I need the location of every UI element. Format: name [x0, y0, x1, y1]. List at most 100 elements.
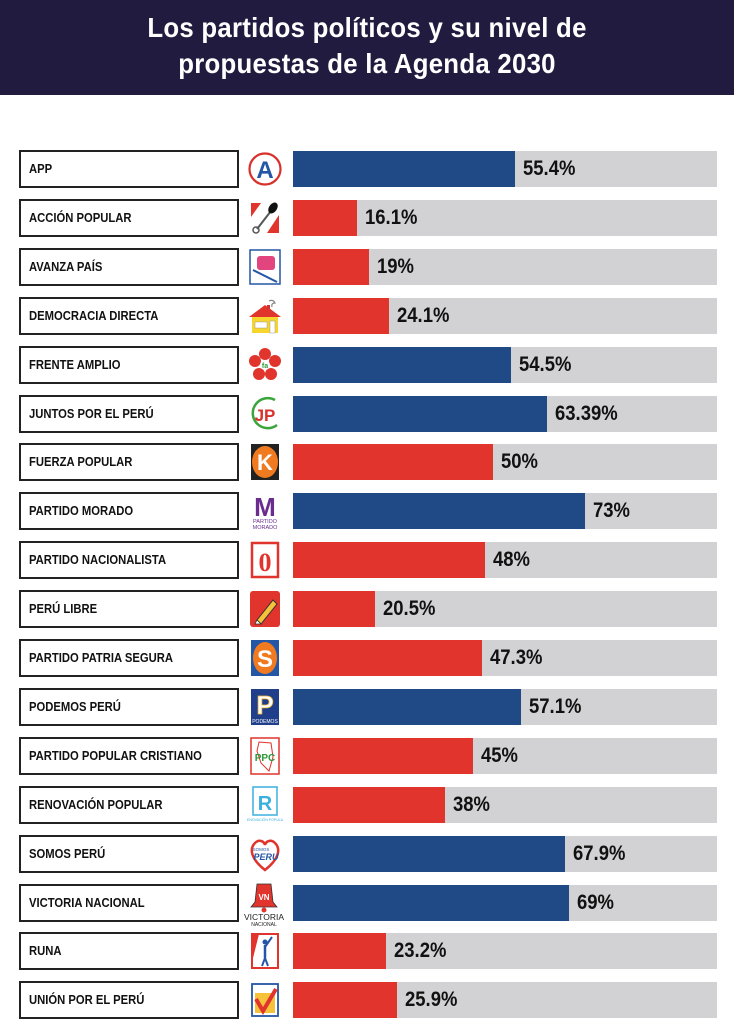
data-label: 48% [493, 548, 530, 572]
chart-title: Los partidos políticos y su nivel de pro… [29, 0, 704, 82]
juntos-por-el-peru-logo-icon: JP [247, 395, 283, 433]
party-label-box: PARTIDO POPULAR CRISTIANO [19, 736, 239, 775]
bar-row: PODEMOS PERÚ P PODEMOS 57.1% [0, 687, 734, 726]
bar [293, 884, 569, 921]
bar-track: 54.5% [293, 346, 717, 383]
category-label: PODEMOS PERÚ [29, 699, 121, 714]
bar-row: PARTIDO MORADO M PARTIDO MORADO 73% [0, 492, 734, 531]
svg-text:PERU: PERU [253, 852, 279, 862]
svg-text:PODEMOS: PODEMOS [252, 719, 278, 725]
partido-morado-logo-icon: M PARTIDO MORADO [247, 492, 283, 531]
data-label: 57.1% [529, 694, 582, 718]
bar-track: 38% [293, 786, 717, 823]
bar-row: JUNTOS POR EL PERÚ JP 63.39% [0, 394, 734, 433]
bar-track: 16.1% [293, 199, 717, 236]
party-label-box: AVANZA PAÍS [19, 247, 239, 286]
bar-row: PARTIDO PATRIA SEGURA S 47.3% [0, 639, 734, 677]
svg-text:NACIONAL: NACIONAL [251, 922, 277, 928]
category-label: AVANZA PAÍS [29, 259, 103, 274]
bar-track: 69% [293, 884, 717, 921]
party-label-box: RENOVACIÓN POPULAR [19, 785, 239, 824]
bar [293, 542, 485, 579]
frente-amplio-logo-icon: fa [247, 346, 283, 384]
ppc-logo-icon: PPC [247, 737, 283, 775]
data-label: 16.1% [365, 205, 418, 229]
data-label: 20.5% [383, 597, 436, 621]
bar-track: 45% [293, 737, 717, 774]
party-label-box: PARTIDO NACIONALISTA [19, 541, 239, 580]
app-logo-icon: A [247, 150, 283, 188]
data-label: 50% [501, 450, 538, 474]
party-label-box: FUERZA POPULAR [19, 443, 239, 482]
data-label: 23.2% [393, 939, 447, 963]
bar-row: FUERZA POPULAR K 50% [0, 443, 734, 482]
bar-track: 24.1% [293, 297, 717, 334]
bar-track: 67.9% [293, 835, 717, 872]
bar-row: AVANZA PAÍS 19% [0, 247, 734, 286]
runa-logo-icon [247, 932, 283, 970]
bar [293, 591, 375, 628]
party-label-box: VICTORIA NACIONAL [19, 883, 239, 922]
svg-text:VN: VN [258, 893, 269, 902]
party-label-box: SOMOS PERÚ [19, 834, 239, 873]
bar-track: 47.3% [293, 640, 717, 676]
bar-row: FRENTE AMPLIO fa 54.5% [0, 345, 734, 384]
bar-row: APP A 55.4% [0, 150, 734, 188]
bar-row: RUNA 23.2% [0, 932, 734, 971]
partido-nacionalista-logo-icon: 0 [247, 541, 283, 579]
data-label: 25.9% [404, 988, 457, 1012]
svg-text:PARTIDO: PARTIDO [253, 519, 278, 525]
category-label: PARTIDO PATRIA SEGURA [29, 651, 173, 665]
category-label: DEMOCRACIA DIRECTA [29, 308, 159, 323]
patria-segura-logo-icon: S [247, 639, 283, 677]
renovacion-popular-logo-icon: R RENOVACIÓN POPULAR [245, 785, 286, 824]
data-label: 69% [577, 890, 614, 914]
svg-text:M: M [254, 492, 276, 522]
category-label: UNIÓN POR EL PERÚ [29, 993, 145, 1008]
bar [293, 737, 473, 774]
data-label: 19% [377, 254, 414, 278]
data-label: 47.3% [490, 646, 543, 669]
bar [293, 346, 511, 383]
data-label: 73% [593, 499, 630, 523]
party-label-box: PODEMOS PERÚ [19, 687, 239, 726]
peru-libre-logo-icon [247, 590, 283, 628]
category-label: RUNA [29, 944, 62, 959]
bar-row: UNIÓN POR EL PERÚ 25.9% [0, 981, 734, 1020]
bar [293, 395, 547, 432]
bar-track: 73% [293, 493, 717, 530]
category-label: FUERZA POPULAR [29, 455, 133, 470]
category-label: RENOVACIÓN POPULAR [29, 797, 163, 812]
bar [293, 688, 522, 725]
data-label: 67.9% [572, 841, 625, 865]
bar [293, 835, 565, 872]
bar-row: PERÚ LIBRE 20.5% [0, 590, 734, 629]
party-label-box: ACCIÓN POPULAR [19, 198, 239, 237]
svg-text:R: R [258, 793, 273, 815]
somos-peru-logo-icon: SOMOS PERU [247, 835, 283, 873]
bar-row: VICTORIA NACIONAL VN VICTORIA NACIONAL 69% [0, 883, 734, 928]
svg-text:RENOVACIÓN POPULAR: RENOVACIÓN POPULAR [247, 817, 283, 822]
svg-text:A: A [256, 157, 273, 184]
bar-track: 48% [293, 542, 717, 579]
bar-row: PARTIDO NACIONALISTA 0 48% [0, 541, 734, 580]
bar [293, 248, 369, 285]
bar [293, 151, 515, 187]
data-label: 24.1% [397, 303, 450, 327]
category-label: APP [29, 162, 53, 176]
svg-text:K: K [257, 450, 273, 475]
data-label: 63.39% [554, 401, 618, 425]
category-label: ACCIÓN POPULAR [29, 210, 132, 225]
bar [293, 786, 445, 823]
header-banner: Los partidos políticos y su nivel de pro… [0, 0, 734, 95]
svg-text:S: S [257, 646, 273, 673]
party-label-box: JUNTOS POR EL PERÚ [19, 394, 239, 433]
victoria-nacional-logo-icon: VN VICTORIA NACIONAL [244, 880, 284, 928]
category-label: PARTIDO NACIONALISTA [29, 553, 167, 568]
bar-track: 23.2% [293, 933, 717, 970]
bar [293, 199, 358, 236]
bar [293, 444, 493, 481]
bar-row: PARTIDO POPULAR CRISTIANO PPC 45% [0, 736, 734, 775]
union-por-el-peru-logo-icon [247, 981, 283, 1019]
bar-track: 25.9% [293, 982, 717, 1019]
